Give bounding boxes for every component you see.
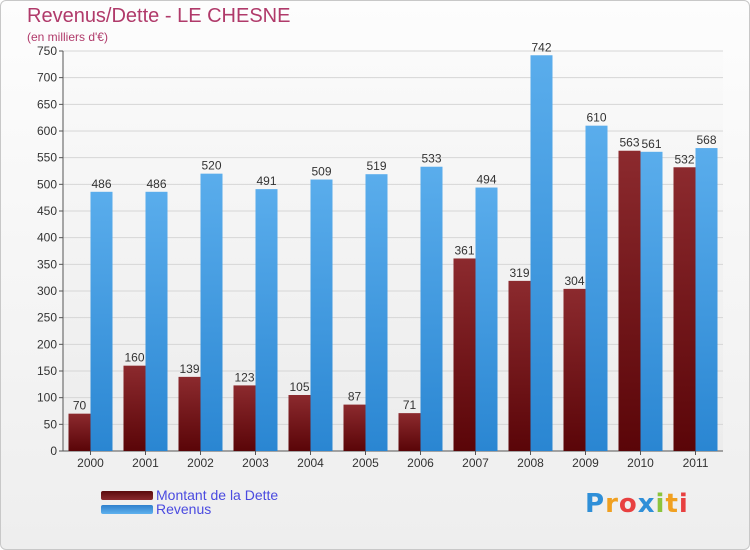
bar-dette: [453, 258, 476, 451]
logo-letter: i: [678, 489, 689, 519]
y-tick-label: 250: [37, 311, 57, 325]
data-label-dette: 361: [454, 243, 474, 257]
x-tick-label: 2007: [462, 456, 489, 470]
x-tick-label: 2011: [683, 456, 709, 470]
data-label-dette: 304: [564, 274, 584, 288]
x-tick-label: 2003: [242, 456, 269, 470]
y-tick-label: 500: [37, 177, 57, 191]
x-tick-label: 2008: [517, 456, 544, 470]
data-label-revenus: 519: [366, 159, 386, 173]
bar-revenus: [255, 189, 278, 451]
bar-revenus: [585, 125, 608, 452]
bar-revenus: [475, 187, 498, 452]
data-label-revenus: 561: [641, 137, 661, 151]
y-tick-label: 600: [37, 124, 57, 138]
bar-dette: [508, 280, 531, 451]
data-label-dette: 105: [289, 380, 309, 394]
data-label-revenus: 568: [696, 133, 716, 147]
x-tick-label: 2002: [187, 456, 214, 470]
y-tick-label: 50: [44, 417, 58, 431]
data-label-dette: 532: [674, 152, 694, 166]
plot-area: [63, 51, 723, 451]
logo-letter: t: [665, 489, 679, 519]
data-label-dette: 563: [619, 136, 639, 150]
bar-revenus: [695, 148, 718, 452]
data-label-revenus: 491: [256, 174, 276, 188]
proxiti-logo: Proxiti: [585, 489, 689, 519]
legend-label-revenus: Revenus: [156, 501, 212, 517]
x-tick-label: 2006: [407, 456, 434, 470]
x-tick-label: 2001: [132, 456, 159, 470]
bar-revenus: [420, 166, 443, 451]
bar-revenus: [530, 55, 553, 452]
y-tick-label: 400: [37, 231, 57, 245]
y-tick-label: 100: [37, 391, 57, 405]
x-tick-label: 2000: [77, 456, 104, 470]
x-tick-label: 2010: [627, 456, 654, 470]
bar-dette: [123, 365, 146, 451]
bar-dette: [343, 404, 366, 451]
bar-revenus: [365, 174, 388, 451]
y-tick-label: 0: [50, 444, 57, 458]
data-label-revenus: 742: [531, 40, 551, 54]
data-label-revenus: 533: [421, 152, 441, 166]
bar-dette: [673, 167, 696, 451]
y-tick-label: 350: [37, 257, 57, 271]
data-label-dette: 319: [509, 266, 529, 280]
bar-dette: [398, 413, 421, 451]
bar-dette: [288, 395, 311, 451]
logo-letter: r: [605, 489, 619, 519]
y-tick-label: 200: [37, 337, 57, 351]
data-label-dette: 70: [73, 399, 87, 413]
legend-label-dette: Montant de la Dette: [156, 487, 279, 503]
logo-letter: x: [637, 489, 656, 519]
data-label-revenus: 494: [476, 173, 496, 187]
bar-revenus: [90, 191, 113, 452]
y-tick-label: 700: [37, 71, 57, 85]
bar-revenus: [200, 173, 223, 451]
bar-revenus: [145, 191, 168, 452]
bar-dette: [178, 376, 201, 451]
bar-dette: [618, 150, 641, 451]
y-tick-label: 750: [37, 44, 57, 58]
legend-swatch-revenus: [101, 505, 153, 514]
data-label-revenus: 520: [201, 159, 221, 173]
bar-dette: [233, 385, 256, 451]
y-tick-label: 300: [37, 284, 57, 298]
x-tick-label: 2004: [297, 456, 324, 470]
data-label-dette: 87: [348, 390, 362, 404]
data-label-dette: 139: [179, 362, 199, 376]
chart-title: Revenus/Dette - LE CHESNE: [27, 5, 291, 27]
y-tick-label: 650: [37, 97, 57, 111]
y-tick-label: 550: [37, 151, 57, 165]
bar-revenus: [310, 179, 333, 452]
y-tick-label: 150: [37, 364, 57, 378]
bar-revenus: [640, 151, 663, 452]
chart-subtitle: (en milliers d'€): [27, 30, 108, 44]
data-label-revenus: 486: [91, 177, 111, 191]
bar-dette: [563, 288, 586, 451]
data-label-dette: 71: [403, 398, 417, 412]
logo-letter: i: [655, 489, 666, 519]
x-tick-label: 2009: [572, 456, 599, 470]
bar-dette: [68, 413, 91, 451]
x-tick-label: 2005: [352, 456, 379, 470]
data-label-revenus: 486: [146, 177, 166, 191]
data-label-revenus: 610: [586, 111, 606, 125]
data-label-revenus: 509: [311, 165, 331, 179]
logo-letter: o: [618, 489, 638, 519]
legend-swatch-dette: [101, 491, 153, 500]
data-label-dette: 123: [234, 370, 254, 384]
logo-letter: P: [585, 489, 606, 519]
y-tick-label: 450: [37, 204, 57, 218]
data-label-dette: 160: [124, 351, 144, 365]
